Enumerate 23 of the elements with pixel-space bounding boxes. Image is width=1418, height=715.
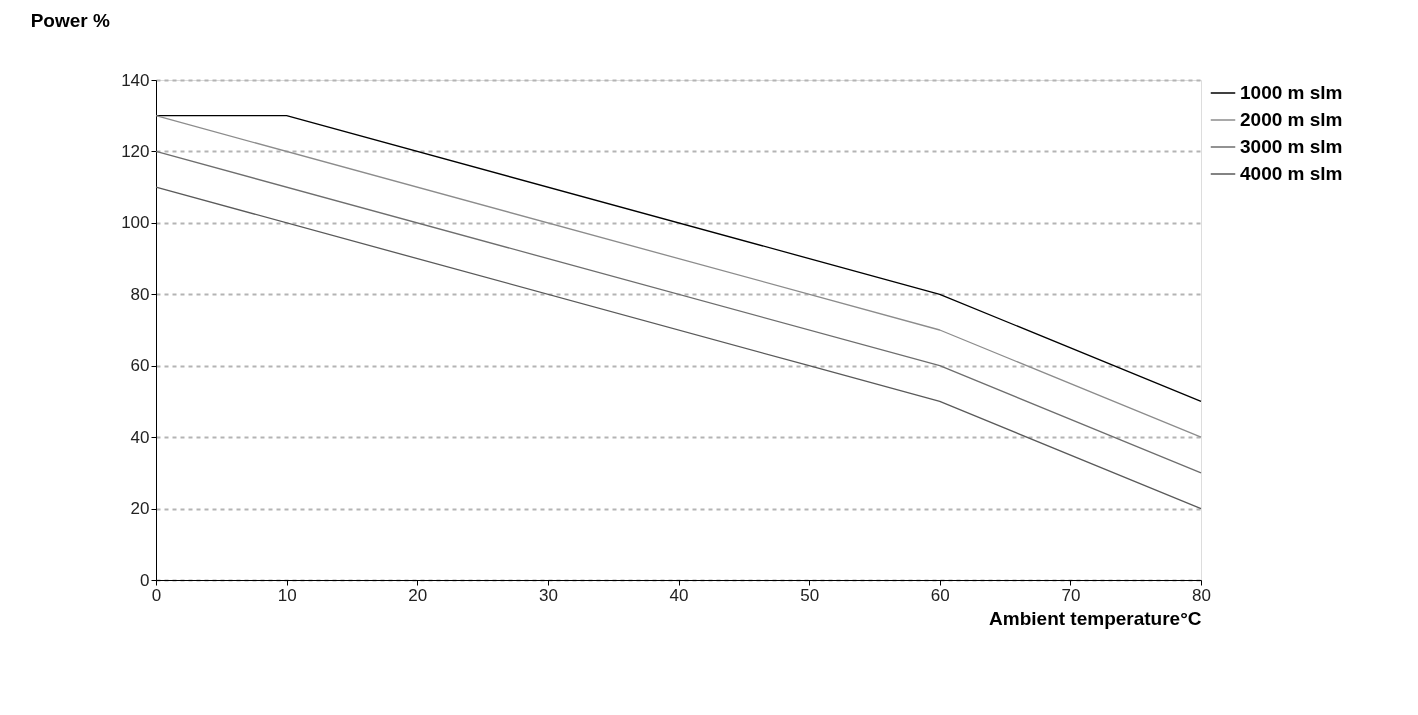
legend-label: 1000 m slm (1240, 82, 1343, 103)
y-tick-label: 100 (121, 213, 150, 233)
x-tick-label: 20 (408, 585, 428, 605)
legend-label: 3000 m slm (1240, 136, 1343, 157)
x-tick-label: 70 (1061, 585, 1081, 605)
x-tick-label: 60 (930, 585, 950, 605)
y-tick-label: 80 (130, 284, 150, 304)
line-series (155, 186, 1202, 510)
y-tick-label: 120 (121, 141, 150, 161)
legend-label: 4000 m slm (1240, 163, 1343, 184)
y-tick-label: 20 (130, 499, 150, 519)
y-tick-label: 40 (130, 427, 150, 447)
x-tick-label: 50 (800, 585, 820, 605)
x-tick-label: 40 (669, 585, 689, 605)
y-tick-label: 140 (121, 70, 150, 90)
legend-label: 2000 m slm (1240, 109, 1343, 130)
chart-title: Power % (30, 10, 110, 31)
x-tick-label: 30 (538, 585, 558, 605)
x-tick-label: 80 (1192, 585, 1211, 605)
y-tick-label: 0 (140, 570, 150, 590)
y-tick-label: 60 (130, 356, 150, 376)
x-axis-title: Ambient temperature°C (989, 607, 1202, 629)
x-tick-label: 10 (277, 585, 297, 605)
